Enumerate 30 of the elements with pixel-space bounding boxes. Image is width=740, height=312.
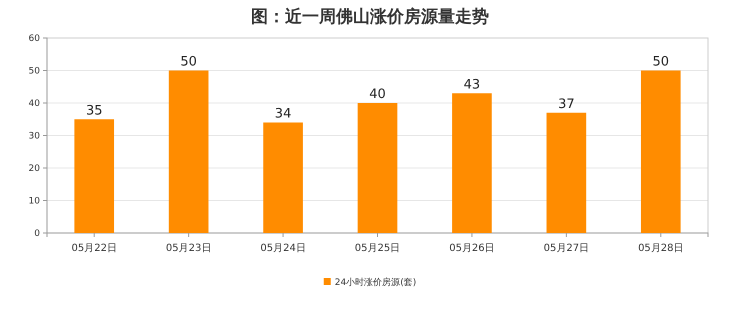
y-tick-label: 30: [28, 131, 40, 142]
x-tick-label: 05月28日: [638, 243, 684, 254]
x-tick-label: 05月25日: [354, 243, 400, 254]
y-tick-label: 60: [28, 34, 40, 44]
y-tick-label: 0: [34, 228, 40, 239]
x-tick-label: 05月24日: [260, 243, 306, 254]
bar: [452, 93, 492, 233]
data-label: 43: [464, 77, 480, 92]
chart-title: 图：近一周佛山涨价房源量走势: [251, 7, 489, 27]
y-tick-label: 10: [28, 196, 40, 206]
x-tick-label: 05月26日: [449, 243, 495, 254]
bar: [263, 122, 303, 233]
data-label: 35: [86, 103, 102, 118]
bar: [546, 112, 586, 233]
bar: [640, 70, 681, 233]
data-label: 37: [558, 96, 575, 112]
bar: [358, 103, 398, 233]
data-label: 34: [274, 106, 292, 122]
x-tick-label: 05月27日: [544, 243, 590, 254]
bar: [74, 119, 114, 233]
data-label: 50: [652, 54, 670, 70]
data-label: 40: [369, 87, 386, 102]
y-tick-label: 20: [28, 164, 40, 174]
y-tick-label: 50: [28, 66, 40, 76]
data-label: 50: [180, 54, 197, 70]
x-tick-label: 05月22日: [71, 243, 117, 254]
y-tick-label: 40: [28, 98, 40, 109]
x-tick-label: 05月23日: [166, 243, 212, 254]
legend-label: 24小时涨价房源(套): [334, 277, 416, 288]
bar: [168, 70, 208, 233]
